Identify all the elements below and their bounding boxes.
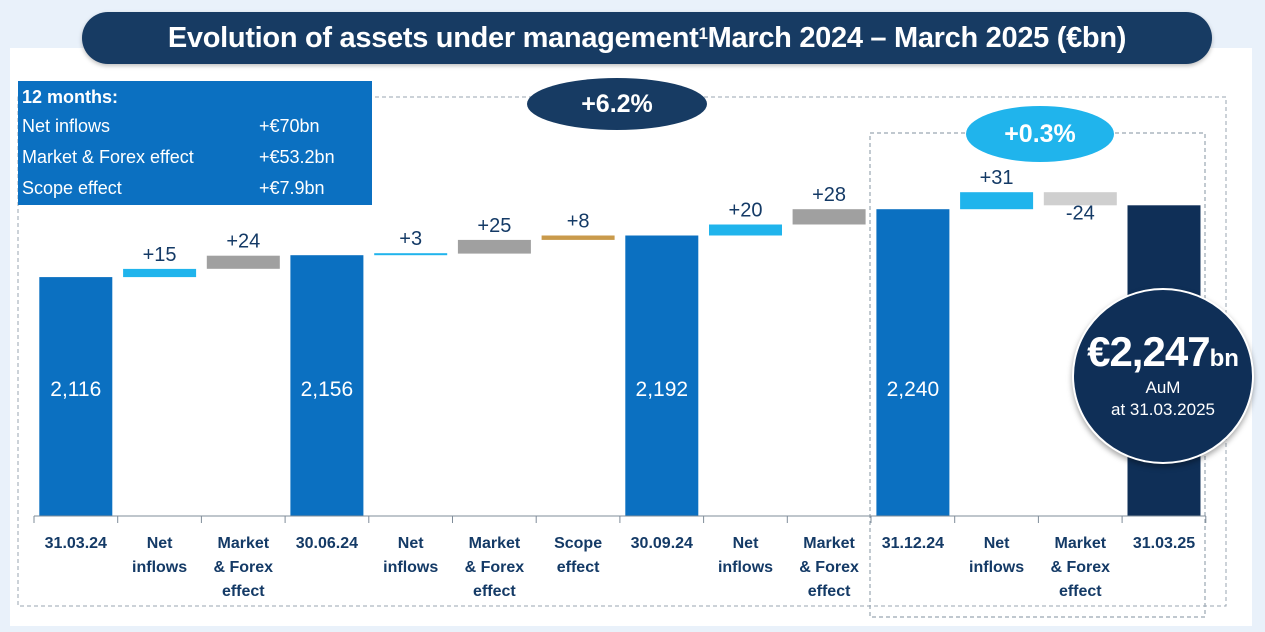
- summary-value: +€7.9bn: [259, 178, 325, 198]
- aum-caption: AuM: [1145, 378, 1181, 397]
- chart-x-labels: 31.03.24 Net inflows Market & Forex effect 30.…: [45, 535, 1196, 600]
- x-category-label: Market: [218, 535, 270, 552]
- x-category-label: effect: [222, 583, 265, 600]
- aum-highlight-circle: €2,247bn AuM at 31.03.2025: [1072, 288, 1254, 464]
- x-category-label: Scope: [554, 535, 602, 552]
- chart-title: Evolution of assets under management 1 Ma…: [82, 12, 1212, 64]
- delta-value-label: +31: [980, 167, 1014, 189]
- twelve-month-growth-badge: +6.2%: [527, 78, 707, 130]
- summary-header: 12 months:: [22, 87, 119, 107]
- x-category-label: effect: [473, 583, 516, 600]
- bar-value-label: 2,116: [50, 378, 101, 401]
- x-category-label: 31.03.25: [1133, 535, 1195, 552]
- bar-market: [792, 209, 866, 225]
- chart-axis: [33, 515, 1207, 523]
- summary-label: Scope effect: [22, 178, 122, 198]
- title-footnote-mark: 1: [698, 24, 708, 43]
- bar-net_inflow: [374, 253, 448, 256]
- bar-total: [290, 255, 364, 516]
- bar-total: [876, 209, 950, 516]
- x-category-label: 31.03.24: [45, 535, 107, 552]
- bar-net_inflow: [960, 192, 1034, 210]
- summary-value: +€70bn: [259, 116, 320, 136]
- quarter-growth-badge: +0.3%: [966, 106, 1114, 162]
- x-category-label: & Forex: [799, 559, 859, 576]
- summary-value: +€53.2bn: [259, 147, 335, 167]
- x-category-label: Net: [984, 535, 1010, 552]
- x-category-label: Market: [469, 535, 521, 552]
- delta-value-label: +8: [567, 211, 590, 233]
- bar-market: [457, 239, 531, 254]
- bar-value-label: 2,156: [301, 378, 354, 401]
- delta-value-label: +24: [226, 231, 260, 253]
- bar-value-label: 2,192: [636, 378, 689, 401]
- summary-label: Market & Forex effect: [22, 147, 194, 167]
- aum-amount: €2,247bn: [1074, 328, 1252, 376]
- delta-value-label: +25: [477, 215, 511, 237]
- bar-scope: [541, 235, 615, 240]
- chart-bars: [39, 192, 1201, 517]
- x-category-label: Market: [1055, 535, 1107, 552]
- x-category-label: 30.09.24: [631, 535, 693, 552]
- chart-bar-labels: 2,116 +15 +24 2,156 +3 +25 +8 2,192 +20 +28 2,240 +…: [50, 167, 1094, 401]
- x-category-label: Net: [733, 535, 759, 552]
- delta-value-label: +15: [143, 244, 177, 266]
- x-category-label: inflows: [383, 559, 438, 576]
- x-category-label: 31.12.24: [882, 535, 944, 552]
- x-category-label: effect: [808, 583, 851, 600]
- delta-value-label: -24: [1066, 202, 1095, 224]
- bar-net_inflow: [709, 224, 782, 236]
- bar-market: [1043, 192, 1117, 206]
- x-category-label: effect: [1059, 583, 1102, 600]
- twelve-month-summary: 12 months: Net inflows +€70bn Market & F…: [18, 81, 372, 205]
- delta-value-label: +28: [812, 184, 846, 206]
- x-category-label: inflows: [718, 559, 773, 576]
- aum-amount-unit: bn: [1209, 345, 1239, 372]
- x-category-label: inflows: [969, 559, 1024, 576]
- title-period: March 2024 – March 2025 (€bn): [707, 21, 1127, 54]
- aum-amount-value: €2,247: [1087, 328, 1210, 375]
- bar-total: [39, 277, 113, 516]
- x-category-label: Market: [803, 535, 855, 552]
- title-main: Evolution of assets under management: [167, 21, 699, 54]
- bar-net_inflow: [123, 268, 197, 278]
- x-category-label: inflows: [132, 559, 187, 576]
- delta-value-label: +3: [399, 228, 422, 250]
- x-category-label: & Forex: [214, 559, 274, 576]
- bar-market: [206, 255, 280, 269]
- x-category-label: effect: [557, 559, 600, 576]
- x-category-label: & Forex: [1051, 559, 1111, 576]
- summary-label: Net inflows: [22, 116, 111, 136]
- x-category-label: & Forex: [465, 559, 525, 576]
- bar-value-label: 2,240: [887, 378, 940, 401]
- x-category-label: Net: [147, 535, 173, 552]
- x-category-label: 30.06.24: [296, 535, 358, 552]
- bar-total: [625, 235, 699, 516]
- x-category-label: Net: [398, 535, 424, 552]
- delta-value-label: +20: [729, 200, 763, 222]
- aum-date-caption: at 31.03.2025: [1111, 400, 1215, 419]
